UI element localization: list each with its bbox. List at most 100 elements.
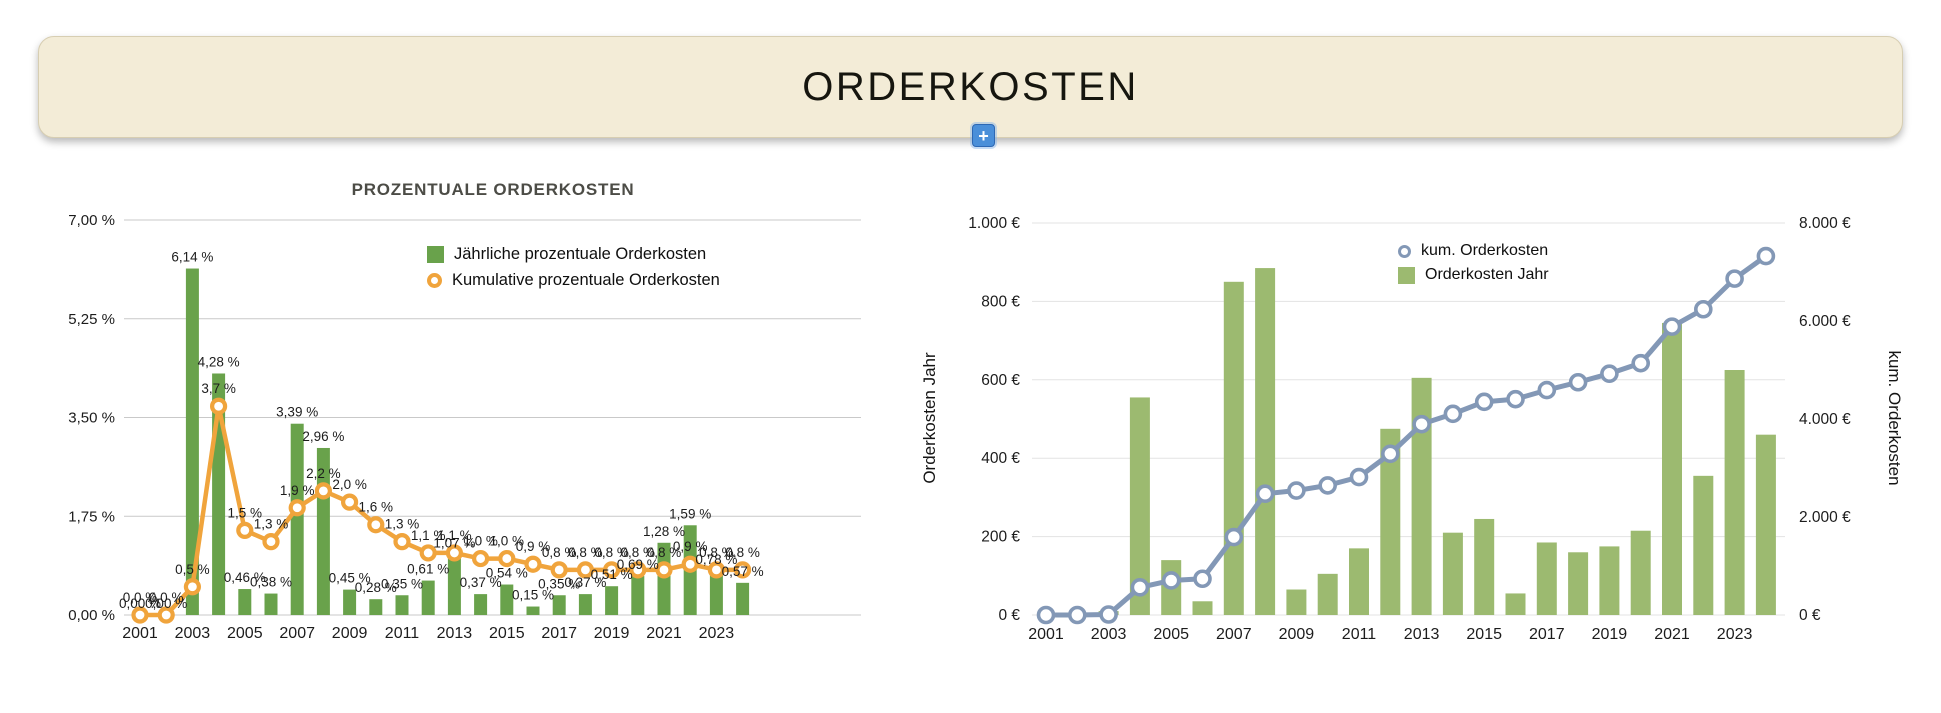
bar[interactable]: [1599, 546, 1620, 615]
line-marker[interactable]: [1506, 389, 1525, 409]
line-marker[interactable]: [1631, 353, 1651, 373]
line-marker[interactable]: [1130, 578, 1150, 597]
euro-orderkosten-chart[interactable]: 0 € 200 € 400 € 600 € 800 € 1.000 € 0 € 2.000 €…: [920, 175, 1935, 675]
line-marker[interactable]: [1380, 444, 1400, 464]
line-marker[interactable]: [341, 493, 359, 511]
line-marker[interactable]: [1537, 380, 1557, 400]
bar[interactable]: [369, 599, 383, 615]
line-marker[interactable]: [1255, 484, 1275, 504]
line-marker[interactable]: [236, 521, 254, 539]
bar-label: 0,37 %: [564, 575, 606, 590]
bar[interactable]: [631, 576, 645, 615]
bar[interactable]: [578, 594, 592, 615]
bar[interactable]: [526, 606, 540, 615]
x-tick-label: 2001: [122, 625, 158, 642]
line-marker[interactable]: [445, 544, 463, 562]
line-marker[interactable]: [1474, 392, 1494, 412]
line-marker[interactable]: [1568, 372, 1588, 392]
line-marker[interactable]: [655, 561, 673, 579]
cumulative-line[interactable]: [1046, 254, 1768, 618]
line-marker[interactable]: [1161, 571, 1181, 590]
add-button[interactable]: +: [972, 124, 995, 147]
bar[interactable]: [1349, 548, 1369, 615]
line-marker[interactable]: [1036, 605, 1056, 625]
y-tick-label: 6.000 €: [1799, 313, 1851, 330]
line-marker[interactable]: [1318, 476, 1338, 495]
line-marker[interactable]: [262, 533, 280, 551]
line-marker[interactable]: [524, 555, 542, 573]
bar[interactable]: [1755, 434, 1776, 615]
line-marker[interactable]: [1600, 364, 1619, 383]
line-marker[interactable]: [576, 561, 595, 579]
line-marker[interactable]: [183, 578, 201, 596]
line-marker[interactable]: [550, 561, 568, 579]
bar-label: 6,14 %: [171, 250, 213, 265]
bar[interactable]: [1317, 573, 1338, 615]
bar[interactable]: [238, 589, 252, 615]
line-marker[interactable]: [131, 606, 149, 624]
line-marker[interactable]: [1693, 299, 1713, 319]
bar[interactable]: [1630, 530, 1651, 615]
line-marker[interactable]: [1725, 269, 1744, 288]
bar[interactable]: [1255, 268, 1276, 615]
bar[interactable]: [736, 582, 750, 615]
bar[interactable]: [657, 542, 671, 615]
bar[interactable]: [1129, 397, 1150, 615]
bar[interactable]: [290, 423, 304, 615]
bar[interactable]: [264, 593, 278, 615]
line-marker[interactable]: [210, 397, 228, 415]
bar[interactable]: [185, 268, 199, 615]
bar[interactable]: [605, 586, 619, 615]
bar[interactable]: [1286, 589, 1307, 615]
line-marker[interactable]: [733, 561, 752, 579]
bar[interactable]: [447, 554, 461, 615]
bar[interactable]: [1474, 518, 1495, 615]
bar[interactable]: [1411, 377, 1432, 615]
line-marker[interactable]: [419, 544, 437, 562]
line-marker[interactable]: [1099, 605, 1118, 624]
line-marker[interactable]: [1068, 605, 1087, 625]
x-tick-label: 2015: [489, 625, 525, 642]
line-marker[interactable]: [157, 606, 175, 624]
bar[interactable]: [1724, 370, 1745, 615]
bar[interactable]: [552, 595, 566, 615]
bar[interactable]: [1223, 281, 1244, 615]
bar[interactable]: [1568, 552, 1589, 615]
bar-label: 1,59 %: [669, 506, 711, 521]
bar[interactable]: [474, 594, 488, 615]
x-tick-label: 2013: [437, 625, 473, 642]
line-marker[interactable]: [1412, 414, 1431, 434]
bar[interactable]: [1442, 532, 1463, 615]
percent-orderkosten-chart[interactable]: 0,00 %1,75 %3,50 %5,25 %7,00 %0,00 %0,0 …: [60, 175, 890, 675]
line-marker[interactable]: [1224, 527, 1244, 547]
bar[interactable]: [1192, 601, 1213, 615]
bar[interactable]: [1536, 542, 1557, 615]
bar[interactable]: [1693, 475, 1714, 615]
bar[interactable]: [1662, 322, 1682, 615]
line-marker[interactable]: [1756, 246, 1776, 266]
line-marker[interactable]: [367, 516, 385, 534]
line-marker[interactable]: [288, 499, 306, 517]
bar[interactable]: [500, 584, 514, 615]
line-marker[interactable]: [1193, 569, 1212, 589]
line-marker[interactable]: [1349, 467, 1369, 487]
line-marker[interactable]: [707, 561, 726, 579]
bar[interactable]: [421, 580, 435, 615]
line-marker[interactable]: [681, 555, 699, 573]
line-marker[interactable]: [393, 533, 411, 551]
line-marker[interactable]: [314, 482, 332, 500]
line-marker[interactable]: [1287, 481, 1306, 500]
line-marker[interactable]: [629, 561, 647, 579]
bar[interactable]: [709, 570, 723, 615]
line-marker[interactable]: [602, 561, 621, 579]
bar[interactable]: [1380, 428, 1401, 615]
bar[interactable]: [1505, 593, 1526, 615]
line-marker[interactable]: [1443, 404, 1463, 424]
line-label: 2,0 %: [332, 477, 367, 492]
y-tick-label: 3,50 %: [68, 410, 115, 427]
line-marker[interactable]: [472, 549, 490, 568]
line-marker[interactable]: [1662, 317, 1682, 336]
line-marker[interactable]: [498, 549, 516, 568]
bar[interactable]: [343, 589, 357, 615]
bar[interactable]: [395, 595, 409, 615]
